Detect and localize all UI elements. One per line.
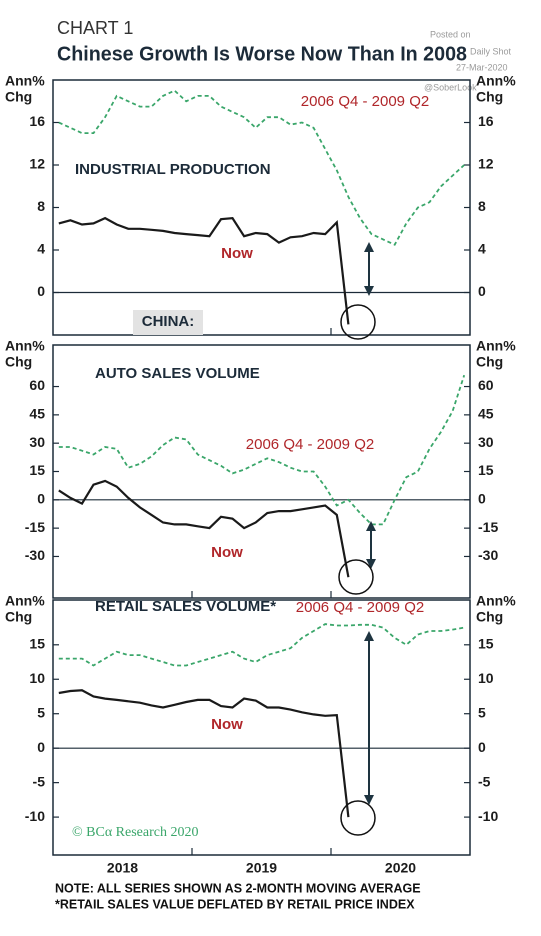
y-tick-label: 15 (29, 636, 45, 652)
watermark: @SoberLook (424, 82, 477, 92)
y-tick-label: 0 (37, 283, 45, 299)
series-label: Now (211, 716, 243, 733)
y-axis-label: Ann% (5, 338, 45, 354)
y-tick-label: -10 (25, 808, 45, 824)
y-tick-label: -5 (478, 773, 491, 789)
y-tick-label: 12 (29, 156, 45, 172)
y-axis-label: Ann% (476, 338, 516, 354)
y-tick-label: 10 (478, 670, 494, 686)
y-tick-label: 4 (478, 241, 486, 257)
plot-frame (52, 599, 471, 856)
y-tick-label: 0 (37, 491, 45, 507)
footnote: NOTE: ALL SERIES SHOWN AS 2-MONTH MOVING… (55, 881, 421, 895)
y-tick-label: -5 (33, 773, 46, 789)
y-tick-label: 16 (478, 113, 494, 129)
y-tick-label: 0 (478, 283, 486, 299)
y-tick-label: 0 (37, 739, 45, 755)
y-tick-label: -30 (478, 547, 498, 563)
y-tick-label: 60 (478, 377, 494, 393)
x-tick-label: 2020 (385, 860, 416, 876)
y-tick-label: -15 (478, 519, 498, 535)
highlight-circle (340, 800, 376, 836)
panel-title: INDUSTRIAL PRODUCTION (75, 161, 271, 178)
y-tick-label: 8 (37, 198, 45, 214)
x-tick-label: 2018 (107, 860, 138, 876)
line-series (58, 623, 465, 667)
line-series (58, 479, 350, 578)
y-tick-label: 0 (478, 739, 486, 755)
y-tick-label: 15 (29, 462, 45, 478)
panel-title: RETAIL SALES VOLUME* (95, 598, 276, 615)
y-tick-label: 10 (29, 670, 45, 686)
y-tick-label: 45 (29, 406, 45, 422)
watermark: Daily Shot (470, 46, 512, 56)
y-axis-label: Ann% (476, 593, 516, 609)
y-tick-label: 60 (29, 377, 45, 393)
series-label: Now (221, 245, 253, 262)
plot-frame (52, 344, 471, 599)
y-tick-label: -15 (25, 519, 45, 535)
y-axis-label: Chg (476, 89, 503, 105)
y-tick-label: 12 (478, 156, 494, 172)
y-tick-label: 0 (478, 491, 486, 507)
panel-title: AUTO SALES VOLUME (95, 365, 260, 382)
credit: © BCα Research 2020 (72, 825, 198, 840)
series-label: 2006 Q4 - 2009 Q2 (301, 93, 429, 110)
y-tick-label: -30 (25, 547, 45, 563)
chart-title: Chinese Growth Is Worse Now Than In 2008 (57, 43, 467, 65)
series-label: 2006 Q4 - 2009 Q2 (296, 599, 424, 616)
line-series (58, 689, 350, 818)
x-tick-label: 2019 (246, 860, 277, 876)
y-tick-label: 8 (478, 198, 486, 214)
footnote: *RETAIL SALES VALUE DEFLATED BY RETAIL P… (55, 897, 415, 911)
plot-frame (52, 79, 471, 336)
highlight-circle (338, 559, 374, 595)
y-tick-label: 5 (478, 704, 486, 720)
y-tick-label: -10 (478, 808, 498, 824)
watermark: 27-Mar-2020 (456, 62, 508, 72)
y-axis-label: Chg (5, 609, 32, 625)
y-tick-label: 15 (478, 462, 494, 478)
y-axis-label: Ann% (5, 593, 45, 609)
y-tick-label: 15 (478, 636, 494, 652)
line-series (58, 89, 465, 246)
tag-box (133, 310, 203, 335)
y-axis-label: Ann% (476, 73, 516, 89)
y-axis-label: Chg (476, 354, 503, 370)
y-tick-label: 30 (29, 434, 45, 450)
y-axis-label: Chg (5, 89, 32, 105)
y-tick-label: 45 (478, 406, 494, 422)
y-axis-label: Chg (5, 354, 32, 370)
y-tick-label: 16 (29, 113, 45, 129)
series-label: Now (211, 544, 243, 561)
y-tick-label: 4 (37, 241, 45, 257)
y-axis-label: Ann% (5, 73, 45, 89)
line-series (58, 216, 350, 325)
line-series (58, 374, 466, 526)
highlight-circle (340, 304, 376, 340)
y-tick-label: 5 (37, 704, 45, 720)
y-tick-label: 30 (478, 434, 494, 450)
series-label: 2006 Q4 - 2009 Q2 (246, 436, 374, 453)
y-axis-label: Chg (476, 609, 503, 625)
panel-tag: CHINA: (142, 313, 195, 330)
watermark: Posted on (430, 29, 471, 39)
chart-label: CHART 1 (57, 18, 133, 38)
